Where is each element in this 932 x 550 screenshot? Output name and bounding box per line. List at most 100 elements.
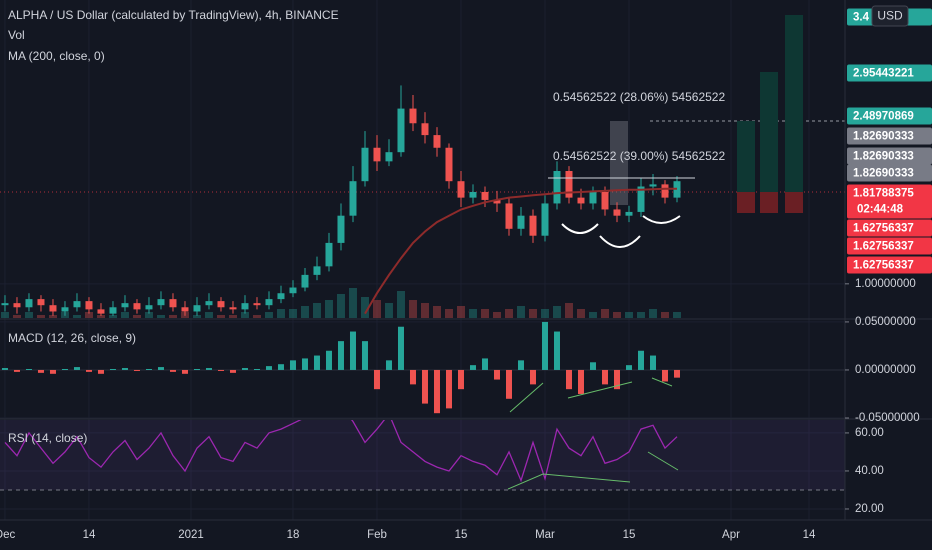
macd-histogram-bar xyxy=(289,360,296,370)
drawings xyxy=(507,177,695,490)
macd-histogram-bar xyxy=(505,369,512,399)
price-pane xyxy=(0,15,845,318)
currency-button-box[interactable] xyxy=(871,5,909,27)
volume-bar xyxy=(420,303,429,318)
candle-body xyxy=(265,299,273,306)
price-tag-label: 3.4 xyxy=(853,12,870,24)
volume-bar xyxy=(36,315,45,318)
volume-bar xyxy=(132,315,141,318)
price-tag-label: 2.95443221 xyxy=(853,68,914,80)
candle-body xyxy=(637,186,645,212)
volume-bar xyxy=(216,315,225,318)
candle-body xyxy=(181,307,189,312)
volume-bar xyxy=(468,309,477,318)
volume-bar xyxy=(108,315,117,318)
y-tick-label: 20.00 xyxy=(855,503,884,515)
volume-bar xyxy=(636,312,645,318)
macd-histogram-bar xyxy=(61,369,68,370)
macd-histogram-bar xyxy=(277,364,284,370)
volume-bar xyxy=(396,291,405,318)
candle-body xyxy=(493,199,501,204)
macd-histogram-bar xyxy=(613,369,620,390)
candle-body xyxy=(565,171,573,198)
shoulder-arc xyxy=(642,215,681,224)
candle-body xyxy=(205,301,213,306)
volume-bar xyxy=(168,315,177,318)
price-tag-time: 02:44:48 xyxy=(857,204,904,216)
volume-bar xyxy=(432,306,441,318)
candle-body xyxy=(169,299,177,308)
candle-body xyxy=(337,215,345,243)
candle-body xyxy=(397,108,405,153)
candle-body xyxy=(541,203,549,236)
macd-histogram-bar xyxy=(49,369,56,374)
x-tick-label: 18 xyxy=(287,529,300,541)
candle-body xyxy=(325,242,333,267)
y-tick-label: 60.00 xyxy=(855,427,884,439)
volume-bar xyxy=(576,309,585,318)
y-tick-label: 40.00 xyxy=(855,465,884,477)
volume-bar xyxy=(12,315,21,318)
candle-body xyxy=(601,191,609,210)
volume-bar xyxy=(156,315,165,318)
candle-body xyxy=(301,274,309,288)
volume-bar xyxy=(72,315,81,318)
measure-label: 0.54562522 (28.06%) 54562522 xyxy=(553,90,725,104)
candle-body xyxy=(277,293,285,300)
volume-bar xyxy=(228,315,237,318)
candle-body xyxy=(13,303,21,308)
candle-body xyxy=(433,135,441,148)
volume-bar xyxy=(336,294,345,318)
candle-body xyxy=(661,184,669,198)
volume-bar xyxy=(660,312,669,318)
candle-body xyxy=(61,307,69,312)
price-tag xyxy=(847,219,932,237)
candle-body xyxy=(49,305,57,312)
x-tick-label: 15 xyxy=(455,529,468,541)
macd-histogram-bar xyxy=(157,367,164,370)
grid xyxy=(0,0,845,520)
macd-histogram-bar xyxy=(589,362,596,370)
macd-histogram-bar xyxy=(169,369,176,372)
volume-bar xyxy=(0,312,9,318)
y-tick-label: 0.00000000 xyxy=(855,364,916,376)
candle-body xyxy=(313,266,321,275)
macd-histogram-bar xyxy=(193,369,200,370)
candle-body xyxy=(409,108,417,124)
volume-bar xyxy=(240,312,249,318)
macd-histogram-bar xyxy=(541,321,548,370)
candle-body xyxy=(529,215,537,236)
projection-down xyxy=(760,192,778,213)
currency-button[interactable]: USD xyxy=(871,5,909,27)
volume-bar xyxy=(540,309,549,318)
volume-bar xyxy=(84,312,93,318)
volume-bar xyxy=(24,312,33,318)
candle-body xyxy=(1,303,9,306)
candle-body xyxy=(133,303,141,310)
price-tag-label: 1.82690333 xyxy=(853,131,914,143)
candle-body xyxy=(229,307,237,310)
volume-bar xyxy=(564,303,573,318)
macd-histogram-bar xyxy=(37,369,44,373)
volume-bar xyxy=(600,309,609,318)
candle-body xyxy=(577,197,585,204)
volume-bar xyxy=(480,309,489,318)
volume-bar xyxy=(144,312,153,318)
measure-label: 0.54562522 (39.00%) 54562522 xyxy=(553,149,725,163)
currency-label[interactable]: USD xyxy=(877,9,903,23)
projection-down xyxy=(785,192,803,213)
macd-histogram-bar xyxy=(301,358,308,370)
candle-body xyxy=(73,301,81,308)
x-tick-label: 14 xyxy=(803,529,816,541)
volume-bar xyxy=(504,309,513,318)
price-tag-label: 1.81788375 xyxy=(853,188,914,200)
candle-body xyxy=(589,191,597,204)
candle-body xyxy=(373,147,381,162)
price-tag xyxy=(847,64,932,82)
moving-average xyxy=(364,187,677,315)
volume-bar xyxy=(384,303,393,318)
measure-box xyxy=(610,121,628,205)
price-tag-label: 1.62756337 xyxy=(853,223,914,235)
candle-body xyxy=(385,152,393,162)
x-tick-label: 2021 xyxy=(178,529,204,541)
